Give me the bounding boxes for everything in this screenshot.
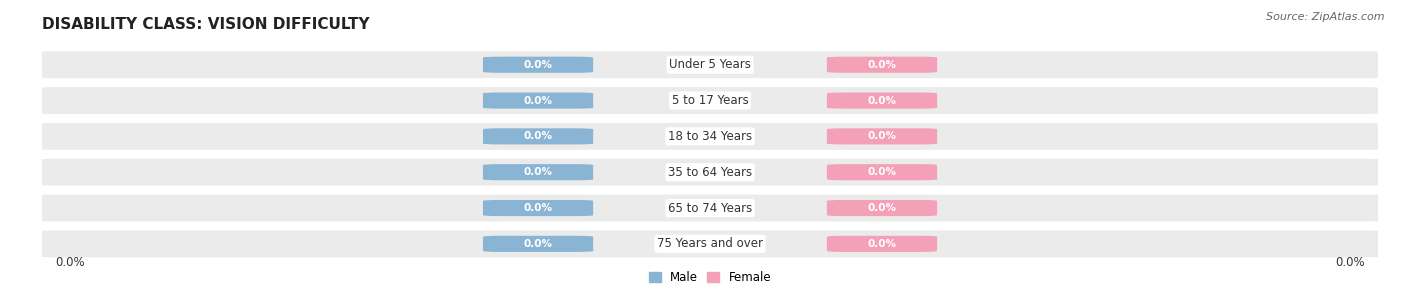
Text: 0.0%: 0.0%	[868, 95, 897, 106]
Text: Source: ZipAtlas.com: Source: ZipAtlas.com	[1267, 12, 1385, 22]
Text: 18 to 34 Years: 18 to 34 Years	[668, 130, 752, 143]
FancyBboxPatch shape	[484, 200, 593, 216]
FancyBboxPatch shape	[39, 123, 1381, 150]
FancyBboxPatch shape	[39, 230, 1381, 257]
Text: 65 to 74 Years: 65 to 74 Years	[668, 202, 752, 214]
FancyBboxPatch shape	[484, 57, 593, 73]
Text: 0.0%: 0.0%	[523, 239, 553, 249]
Text: 0.0%: 0.0%	[523, 131, 553, 142]
FancyBboxPatch shape	[827, 236, 936, 252]
FancyBboxPatch shape	[827, 128, 936, 145]
FancyBboxPatch shape	[39, 159, 1381, 186]
Text: 0.0%: 0.0%	[868, 60, 897, 70]
FancyBboxPatch shape	[484, 92, 593, 109]
FancyBboxPatch shape	[827, 92, 936, 109]
Text: 75 Years and over: 75 Years and over	[657, 237, 763, 250]
Text: 0.0%: 0.0%	[523, 167, 553, 177]
Text: 0.0%: 0.0%	[55, 256, 86, 269]
Text: 0.0%: 0.0%	[868, 167, 897, 177]
Text: 35 to 64 Years: 35 to 64 Years	[668, 166, 752, 179]
Text: Under 5 Years: Under 5 Years	[669, 58, 751, 71]
Text: DISABILITY CLASS: VISION DIFFICULTY: DISABILITY CLASS: VISION DIFFICULTY	[42, 16, 370, 31]
Text: 0.0%: 0.0%	[868, 239, 897, 249]
FancyBboxPatch shape	[827, 57, 936, 73]
FancyBboxPatch shape	[827, 200, 936, 216]
Legend: Male, Female: Male, Female	[644, 266, 776, 289]
Text: 0.0%: 0.0%	[868, 131, 897, 142]
Text: 0.0%: 0.0%	[1334, 256, 1364, 269]
FancyBboxPatch shape	[39, 195, 1381, 221]
Text: 0.0%: 0.0%	[523, 203, 553, 213]
FancyBboxPatch shape	[39, 87, 1381, 114]
Text: 0.0%: 0.0%	[523, 60, 553, 70]
FancyBboxPatch shape	[484, 164, 593, 180]
Text: 0.0%: 0.0%	[523, 95, 553, 106]
Text: 0.0%: 0.0%	[868, 203, 897, 213]
FancyBboxPatch shape	[39, 51, 1381, 78]
FancyBboxPatch shape	[484, 236, 593, 252]
FancyBboxPatch shape	[827, 164, 936, 180]
FancyBboxPatch shape	[484, 128, 593, 145]
Text: 5 to 17 Years: 5 to 17 Years	[672, 94, 748, 107]
